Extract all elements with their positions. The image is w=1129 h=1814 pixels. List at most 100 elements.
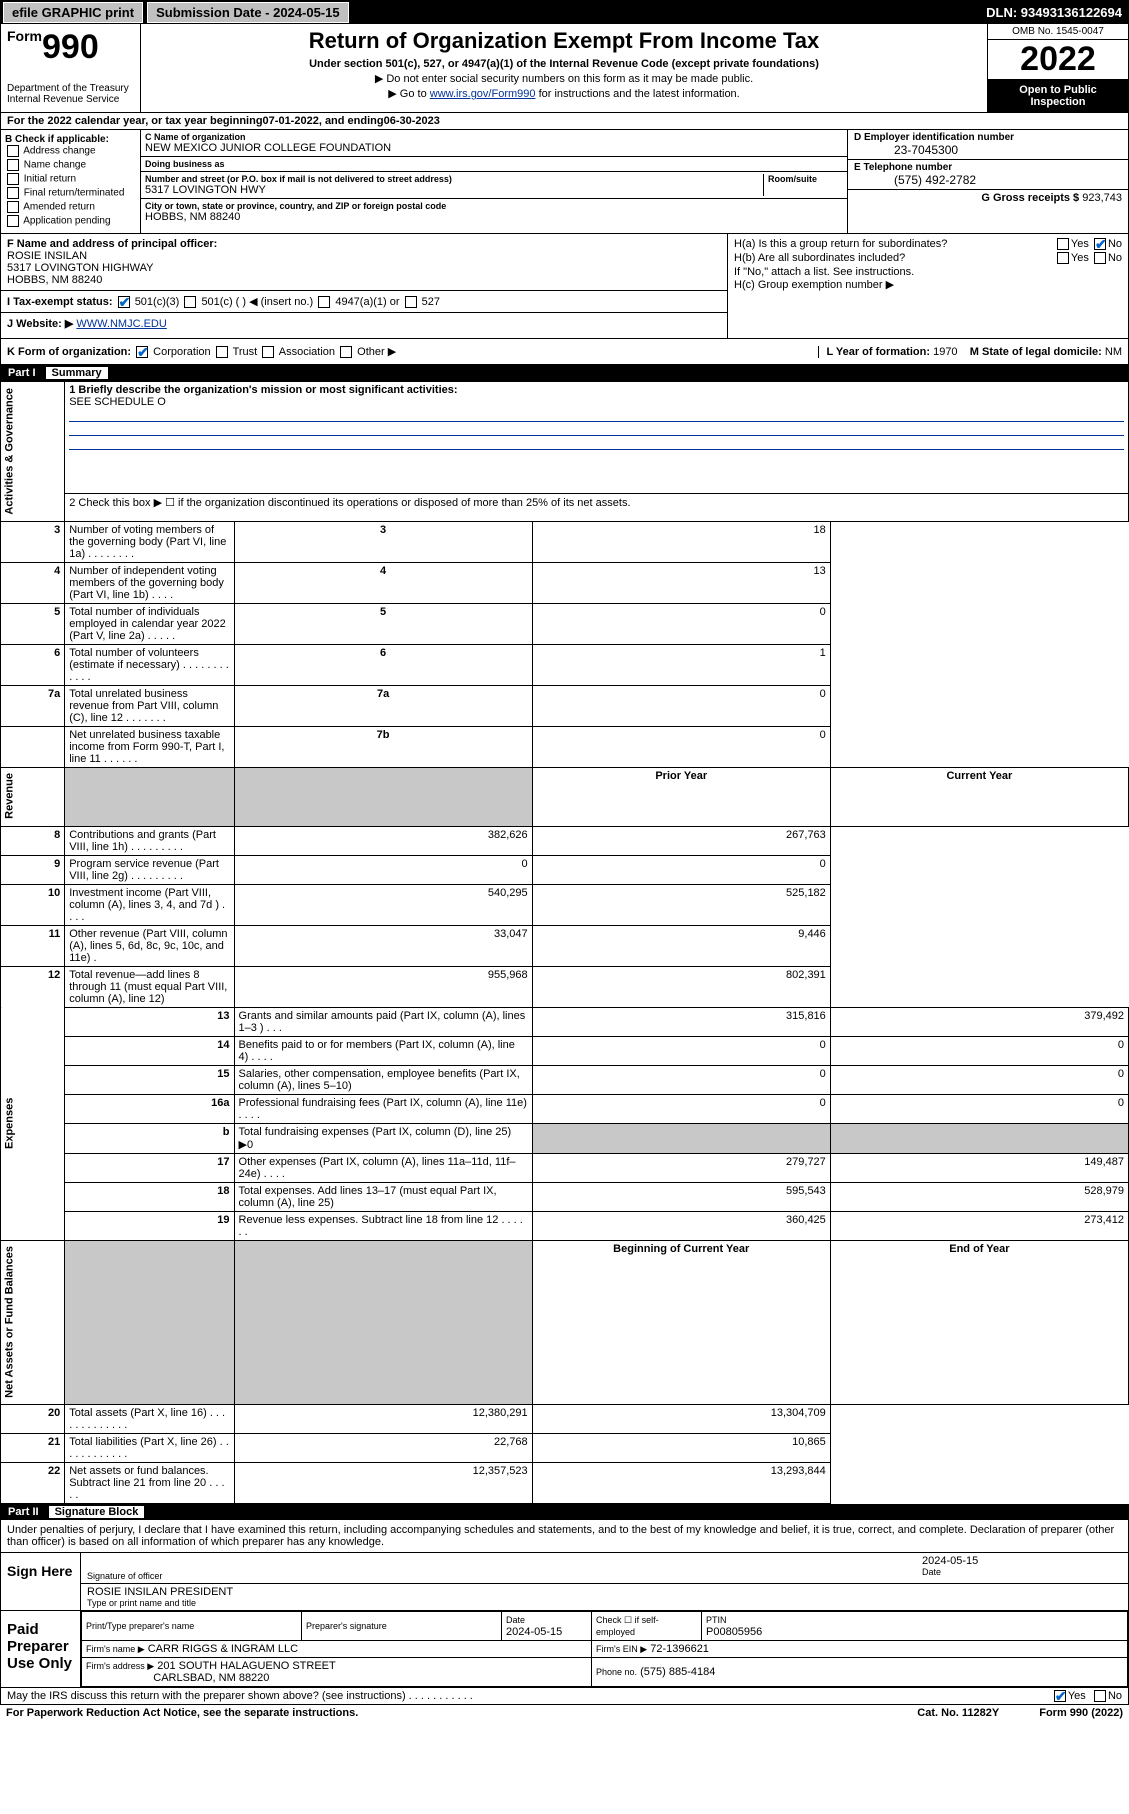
dln-label: DLN: 93493136122694	[980, 5, 1128, 20]
row-num: 4	[1, 562, 65, 603]
hdr-begin: Beginning of Current Year	[532, 1240, 830, 1405]
row-prior: 0	[234, 855, 532, 884]
row-begin: 12,357,523	[234, 1463, 532, 1504]
row-num: 21	[1, 1434, 65, 1463]
cb-final-return[interactable]: Final return/terminated	[5, 187, 136, 199]
vlabel-net: Net Assets or Fund Balances	[1, 1240, 65, 1405]
row-prior: 33,047	[234, 925, 532, 966]
row-current-shade	[830, 1123, 1128, 1153]
e-value: (575) 492-2782	[854, 173, 1122, 187]
row-current: 528,979	[830, 1182, 1128, 1211]
row-desc: Professional fundraising fees (Part IX, …	[234, 1094, 532, 1123]
line2: 2 Check this box ▶ ☐ if the organization…	[65, 494, 1129, 522]
prep-date-label: Date	[506, 1615, 525, 1625]
row-begin: 12,380,291	[234, 1405, 532, 1434]
row-num: 17	[65, 1153, 234, 1182]
cb-ha-yes[interactable]	[1057, 238, 1069, 250]
cb-other[interactable]	[340, 346, 352, 358]
part1-header: Part I Summary	[0, 365, 1129, 381]
m-value: NM	[1105, 346, 1122, 358]
row-num: 13	[65, 1007, 234, 1036]
row-prior-shade	[532, 1123, 830, 1153]
cb-corp[interactable]	[136, 346, 148, 358]
cb-hb-no[interactable]	[1094, 252, 1106, 264]
firm-addr1: 201 SOUTH HALAGUENO STREET	[157, 1660, 336, 1672]
j-label: J Website: ▶	[7, 318, 73, 330]
prep-sig-label: Preparer's signature	[306, 1621, 387, 1631]
sub3-post: for instructions and the latest informat…	[536, 88, 740, 100]
d-label: D Employer identification number	[854, 132, 1122, 143]
prep-ptin-value: P00805956	[706, 1626, 762, 1638]
row-desc: Salaries, other compensation, employee b…	[234, 1065, 532, 1094]
firm-addr2: CARLSBAD, NM 88220	[153, 1672, 269, 1684]
part1-title: Summary	[46, 367, 108, 379]
submission-date-button[interactable]: Submission Date - 2024-05-15	[147, 2, 349, 23]
row-num: 6	[1, 644, 65, 685]
cb-name-change[interactable]: Name change	[5, 159, 136, 171]
cb-amended-return[interactable]: Amended return	[5, 201, 136, 213]
vlabel-revenue: Revenue	[1, 767, 65, 826]
row-desc: Total assets (Part X, line 16) . . . . .…	[65, 1405, 234, 1434]
row-desc: Other expenses (Part IX, column (A), lin…	[234, 1153, 532, 1182]
line-a: For the 2022 calendar year, or tax year …	[0, 113, 1129, 130]
row-desc: Net assets or fund balances. Subtract li…	[65, 1463, 234, 1504]
form-subtitle-3: ▶ Go to www.irs.gov/Form990 for instruct…	[147, 87, 981, 100]
cb-discuss-no[interactable]	[1094, 1690, 1106, 1702]
footer-form: Form 990 (2022)	[1039, 1707, 1123, 1719]
cb-address-change[interactable]: Address change	[5, 145, 136, 157]
cb-application-pending[interactable]: Application pending	[5, 215, 136, 227]
hc-label: H(c) Group exemption number ▶	[734, 278, 1122, 291]
row-num: 11	[1, 925, 65, 966]
cb-527[interactable]	[405, 296, 417, 308]
efile-print-button[interactable]: efile GRAPHIC print	[3, 2, 143, 23]
form-header: Form990 Department of the Treasury Inter…	[0, 24, 1129, 113]
row-desc: Contributions and grants (Part VIII, lin…	[65, 826, 234, 855]
preparer-table: Print/Type preparer's name Preparer's si…	[81, 1611, 1128, 1687]
cb-initial-return[interactable]: Initial return	[5, 173, 136, 185]
form-subtitle-2: ▶ Do not enter social security numbers o…	[147, 72, 981, 85]
firm-ein-value: 72-1396621	[650, 1643, 709, 1655]
g-label: G Gross receipts $	[981, 192, 1079, 204]
summary-table: Activities & Governance 1 Briefly descri…	[0, 381, 1129, 1504]
row-box: 4	[234, 562, 532, 603]
row-num: 22	[1, 1463, 65, 1504]
cb-discuss-yes[interactable]	[1054, 1690, 1066, 1702]
line-a-mid: , and ending	[319, 115, 384, 127]
row-prior: 279,727	[532, 1153, 830, 1182]
row-prior: 0	[532, 1065, 830, 1094]
line-a-text: For the 2022 calendar year, or tax year …	[7, 115, 263, 127]
part1-num: Part I	[8, 367, 46, 379]
box-deg: D Employer identification number 23-7045…	[848, 130, 1128, 233]
g-value: 923,743	[1082, 192, 1122, 204]
cb-hb-yes[interactable]	[1057, 252, 1069, 264]
d-value: 23-7045300	[854, 143, 1122, 157]
row-num: 19	[65, 1211, 234, 1240]
dept-label: Department of the Treasury Internal Reve…	[7, 83, 134, 105]
row-value: 0	[532, 685, 830, 726]
f-label: F Name and address of principal officer:	[7, 238, 721, 250]
row-desc: Total number of volunteers (estimate if …	[65, 644, 234, 685]
cb-assoc[interactable]	[262, 346, 274, 358]
row-box: 7b	[234, 726, 532, 767]
j-website-link[interactable]: WWW.NMJC.EDU	[76, 318, 166, 330]
cb-trust[interactable]	[216, 346, 228, 358]
part2-header: Part II Signature Block	[0, 1504, 1129, 1520]
vlabel-expenses: Expenses	[1, 1007, 65, 1240]
row-current: 0	[830, 1036, 1128, 1065]
cb-501c3[interactable]	[118, 296, 130, 308]
cb-501c[interactable]	[184, 296, 196, 308]
l-value: 1970	[933, 346, 957, 358]
mission-value: SEE SCHEDULE O	[69, 396, 1124, 408]
row-prior: 0	[532, 1036, 830, 1065]
row-desc: Total fundraising expenses (Part IX, col…	[234, 1123, 532, 1153]
c-addr-label: Number and street (or P.O. box if mail i…	[145, 174, 763, 184]
irs-link[interactable]: www.irs.gov/Form990	[430, 88, 536, 100]
c-city-label: City or town, state or province, country…	[145, 201, 843, 211]
row-desc: Program service revenue (Part VIII, line…	[65, 855, 234, 884]
k-label: K Form of organization:	[7, 346, 131, 358]
cb-4947a1[interactable]	[318, 296, 330, 308]
cb-ha-no[interactable]	[1094, 238, 1106, 250]
prep-print-label: Print/Type preparer's name	[86, 1621, 194, 1631]
hdr-current: Current Year	[830, 767, 1128, 826]
row-desc: Total expenses. Add lines 13–17 (must eq…	[234, 1182, 532, 1211]
